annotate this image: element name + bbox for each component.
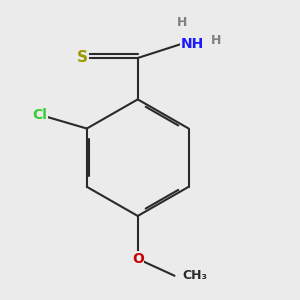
Text: NH: NH <box>181 37 204 51</box>
Text: CH₃: CH₃ <box>182 269 207 282</box>
Text: O: O <box>132 252 144 266</box>
Text: H: H <box>177 16 188 29</box>
Text: Cl: Cl <box>32 108 47 122</box>
Text: H: H <box>211 34 221 47</box>
Text: S: S <box>77 50 88 65</box>
